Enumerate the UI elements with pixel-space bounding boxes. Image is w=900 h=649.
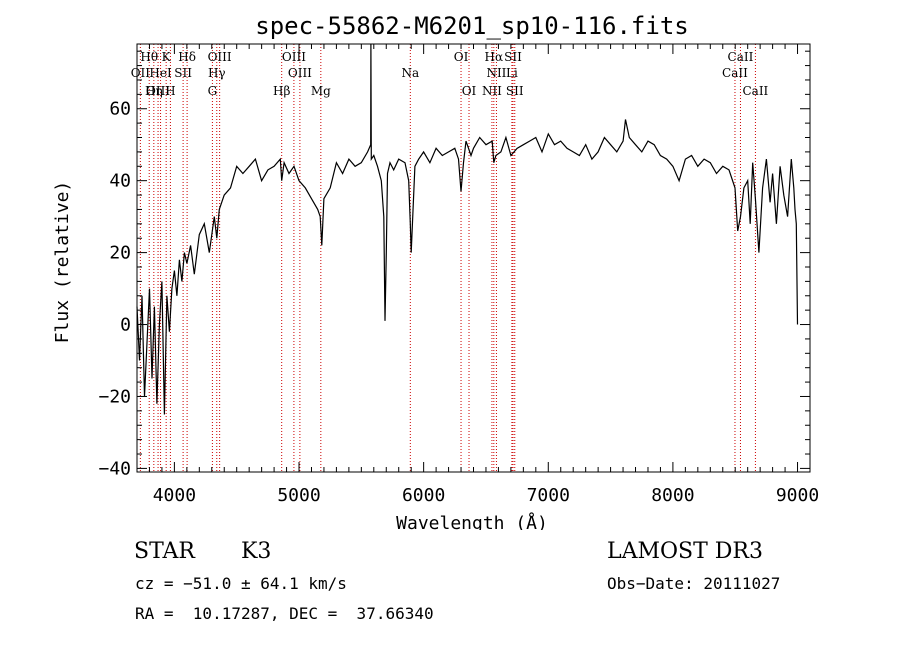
class-label: STAR [134,539,195,564]
chart-title: spec-55862-M6201_sp10-116.fits [255,12,688,40]
y-tick-label: −40 [98,458,131,479]
y-tick-label: 20 [109,243,131,264]
line-label: G [208,84,218,98]
spectrum-line [136,43,799,415]
line-label: SII [504,50,522,64]
line-label: OIII [208,50,232,64]
line-label: K [162,50,172,64]
survey-label: LAMOST DR3 [607,539,763,564]
y-tick-label: 60 [109,99,131,120]
line-label: SII [174,66,192,80]
line-label: Li [506,66,518,80]
line-label: OIII [288,66,312,80]
line-label: Mg [311,84,331,98]
x-tick-label: 4000 [153,485,196,506]
y-axis-label: Flux (relative) [52,181,73,344]
line-label: CaII [728,50,754,64]
redshift-text: cz = −51.0 ± 64.1 km/s [135,574,347,593]
line-label: H [165,84,175,98]
line-label: OIII [146,84,170,98]
line-label: OIII [282,50,306,64]
x-tick-label: 7000 [527,485,570,506]
line-label: OII [131,66,151,80]
line-label: OI [454,50,469,64]
line-label: Hδ [178,50,196,64]
x-axis-label: Wavelength (Å) [396,512,548,530]
y-tick-label: 0 [120,315,131,336]
y-tick-label: 40 [109,171,131,192]
x-tick-label: 5000 [277,485,320,506]
x-tick-label: 9000 [776,485,819,506]
spectrum-chart: spec-55862-M6201_sp10-116.fits Hθ K Hδ OIII… [52,12,819,530]
line-label: Hθ [140,50,158,64]
line-label: Hβ [273,84,290,98]
x-tick-label: 8000 [651,485,694,506]
plot-frame [136,43,811,473]
obs-date-text: Obs−Date: 20111027 [607,574,781,593]
subclass-label: K3 [241,539,272,564]
line-label: HeI [149,66,172,80]
line-label: NII [482,84,502,98]
line-label: NII [486,66,506,80]
line-label: OI [462,84,477,98]
line-markers-group [139,44,756,472]
line-label: SII [506,84,524,98]
line-label: Na [401,66,419,80]
x-axis-ticks: 4000 5000 6000 7000 8000 9000 [148,44,819,506]
line-label: Hη [145,84,163,98]
radec-text: RA = 10.17287, DEC = 37.66340 [135,604,434,623]
line-label: Hα [485,50,504,64]
line-label: CaII [722,66,748,80]
x-tick-label: 6000 [402,485,445,506]
line-label: CaII [742,84,768,98]
line-label: Hγ [208,66,226,80]
y-axis-ticks: −40 −20 0 20 40 60 [98,50,810,479]
y-tick-label: −20 [98,386,131,407]
